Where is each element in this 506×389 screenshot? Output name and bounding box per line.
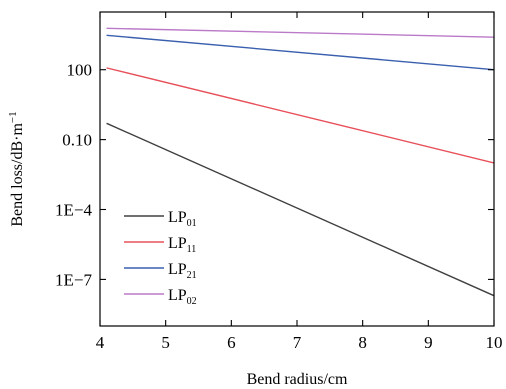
x-axis-title: Bend radius/cm xyxy=(247,371,348,388)
y-tick-label: 1E−7 xyxy=(55,270,92,289)
legend-label-subscript: 01 xyxy=(187,218,197,229)
legend-label-lp21: LP21 xyxy=(168,261,197,281)
x-tick-label: 7 xyxy=(293,333,302,352)
legend-label-subscript: 11 xyxy=(187,244,197,255)
y-axis-title-superscript: −1 xyxy=(7,111,19,123)
legend-label-lp01: LP01 xyxy=(168,209,197,229)
series-line-lp11 xyxy=(106,67,494,164)
axes-layer: 4 5 6 7 8 9 10 1E−7 1E−4 0.10 100 xyxy=(55,11,503,352)
x-tick-label: 9 xyxy=(424,333,433,352)
series-line-lp02 xyxy=(106,27,494,38)
series-line-lp21 xyxy=(106,34,494,71)
legend-label-subscript: 02 xyxy=(187,296,197,307)
x-tick-label: 6 xyxy=(227,333,236,352)
x-tick-label: 4 xyxy=(96,333,105,352)
x-tick-label: 5 xyxy=(161,333,170,352)
legend-label-lp02: LP02 xyxy=(168,287,197,307)
legend-label-lp11: LP11 xyxy=(168,235,196,255)
x-tick-label: 10 xyxy=(486,333,503,352)
y-tick-label: 100 xyxy=(67,61,93,80)
series-line-lp01 xyxy=(106,122,494,297)
x-tick-label: 8 xyxy=(358,333,367,352)
legend-label-subscript: 21 xyxy=(187,270,197,281)
series-layer xyxy=(106,27,494,297)
y-axis-title: Bend loss/dB·m−1 xyxy=(7,111,26,226)
legend: LP01 LP11 LP21 LP02 xyxy=(124,209,197,307)
y-tick-label: 0.10 xyxy=(62,131,92,150)
y-tick-label: 1E−4 xyxy=(55,201,92,220)
plot-frame xyxy=(99,11,495,327)
